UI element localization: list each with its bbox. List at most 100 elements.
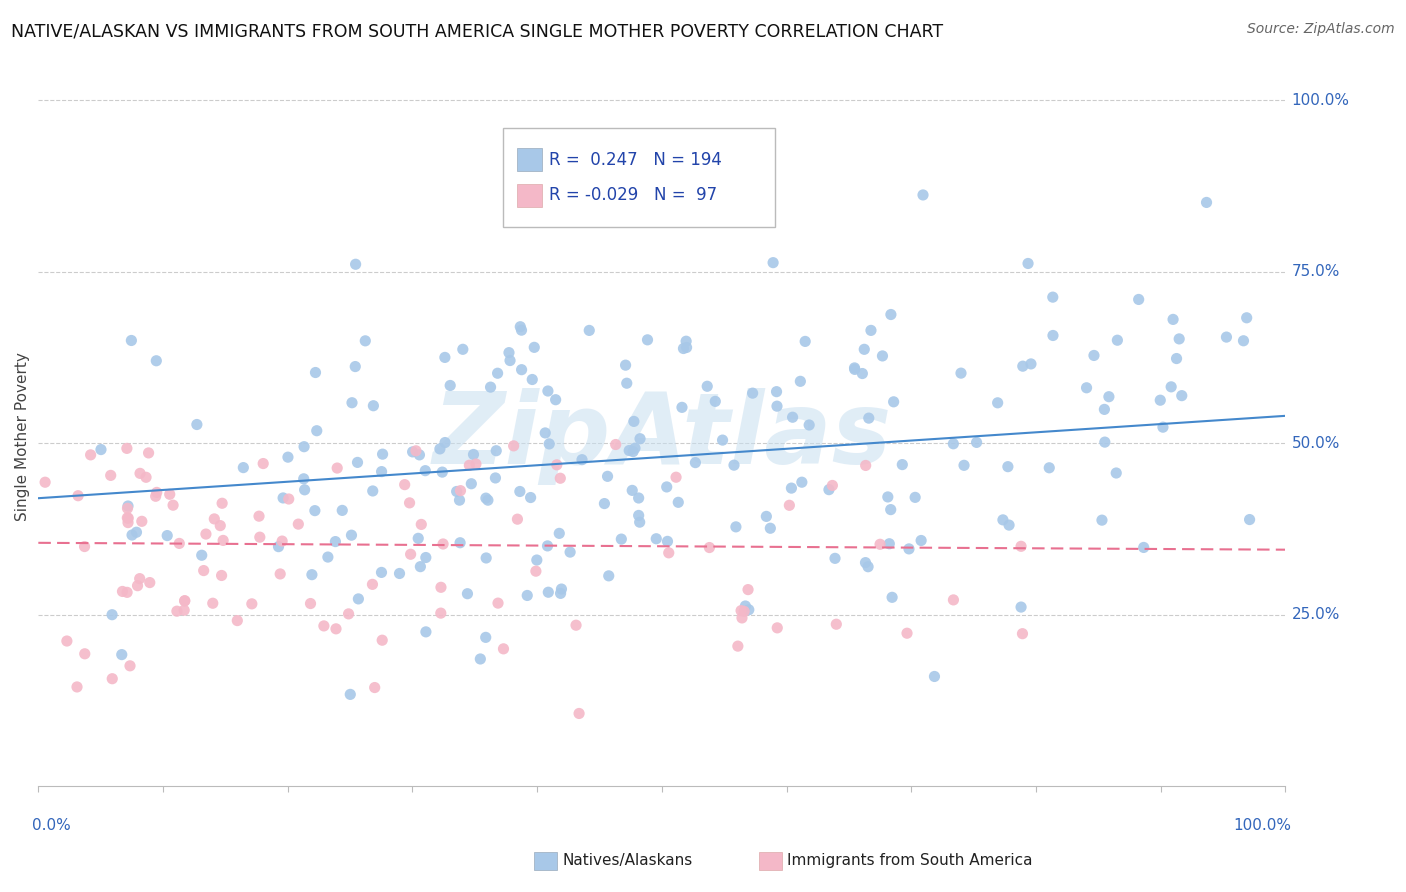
Point — [194, 527, 217, 541]
Point — [1239, 512, 1261, 526]
Point — [825, 617, 848, 632]
Point — [502, 439, 524, 453]
Point — [232, 460, 254, 475]
Point — [304, 366, 326, 380]
Point — [127, 579, 149, 593]
Point — [1017, 256, 1039, 270]
Point — [316, 550, 339, 565]
Point — [1083, 348, 1105, 362]
Point — [312, 619, 335, 633]
Point — [911, 188, 934, 202]
Point — [138, 446, 160, 460]
Point — [685, 456, 707, 470]
Point — [624, 441, 647, 455]
Point — [463, 447, 485, 461]
Point — [344, 257, 367, 271]
Point — [904, 491, 927, 505]
Point — [432, 465, 454, 479]
Point — [166, 604, 188, 618]
Point — [388, 566, 411, 581]
Point — [449, 493, 471, 508]
Point — [1166, 351, 1188, 366]
Point — [506, 512, 529, 526]
Point — [891, 458, 914, 472]
Point — [1171, 389, 1194, 403]
Point — [34, 475, 56, 490]
Point — [202, 512, 225, 526]
Point — [598, 569, 620, 583]
Point — [73, 540, 96, 554]
Point — [363, 399, 385, 413]
Point — [765, 384, 787, 399]
Point — [855, 458, 877, 473]
Point — [292, 472, 315, 486]
Point — [621, 444, 644, 458]
Point — [733, 604, 755, 618]
Point — [145, 353, 167, 368]
Point — [627, 508, 650, 523]
Point — [475, 491, 498, 505]
Point — [111, 584, 134, 599]
Point — [519, 491, 541, 505]
Point — [337, 607, 360, 621]
Point — [344, 359, 367, 374]
Point — [159, 487, 181, 501]
Point — [434, 435, 457, 450]
Point — [1236, 310, 1258, 325]
Point — [537, 384, 560, 398]
Point — [325, 622, 347, 636]
Point — [872, 349, 894, 363]
Point — [628, 432, 651, 446]
Point — [398, 496, 420, 510]
Point — [534, 425, 557, 440]
Point — [1107, 333, 1129, 347]
Text: 75.0%: 75.0% — [1292, 264, 1340, 279]
Point — [550, 582, 572, 596]
Point — [364, 681, 387, 695]
Point — [672, 342, 695, 356]
Point — [162, 498, 184, 512]
Point — [616, 376, 638, 391]
Point — [1038, 460, 1060, 475]
Point — [1010, 600, 1032, 615]
Point — [128, 572, 150, 586]
Point — [1042, 290, 1064, 304]
Point — [411, 517, 433, 532]
Point — [173, 603, 195, 617]
Point — [516, 589, 538, 603]
Point — [346, 455, 368, 469]
Point — [755, 509, 778, 524]
Point — [655, 480, 678, 494]
Point — [326, 461, 349, 475]
Point — [851, 367, 873, 381]
Point — [605, 437, 627, 451]
Point — [432, 537, 454, 551]
Point — [340, 395, 363, 409]
Point — [135, 470, 157, 484]
Point — [727, 639, 749, 653]
Point — [724, 520, 747, 534]
Point — [821, 478, 844, 492]
Point — [844, 362, 866, 376]
Point — [117, 511, 139, 525]
Point — [738, 603, 761, 617]
Point — [675, 334, 697, 349]
Point — [898, 541, 921, 556]
Point — [723, 458, 745, 472]
Point — [637, 333, 659, 347]
Point — [486, 366, 509, 380]
Point — [896, 626, 918, 640]
Point — [953, 458, 976, 473]
Point — [1149, 393, 1171, 408]
Text: Natives/Alaskans: Natives/Alaskans — [562, 854, 693, 868]
Point — [415, 624, 437, 639]
Point — [623, 414, 645, 428]
Point — [789, 374, 811, 388]
Point — [924, 669, 946, 683]
Point — [1011, 626, 1033, 640]
Point — [449, 535, 471, 549]
Point — [117, 511, 139, 525]
Text: ZipAtlas: ZipAtlas — [432, 388, 891, 485]
Point — [429, 442, 451, 456]
Point — [614, 358, 637, 372]
